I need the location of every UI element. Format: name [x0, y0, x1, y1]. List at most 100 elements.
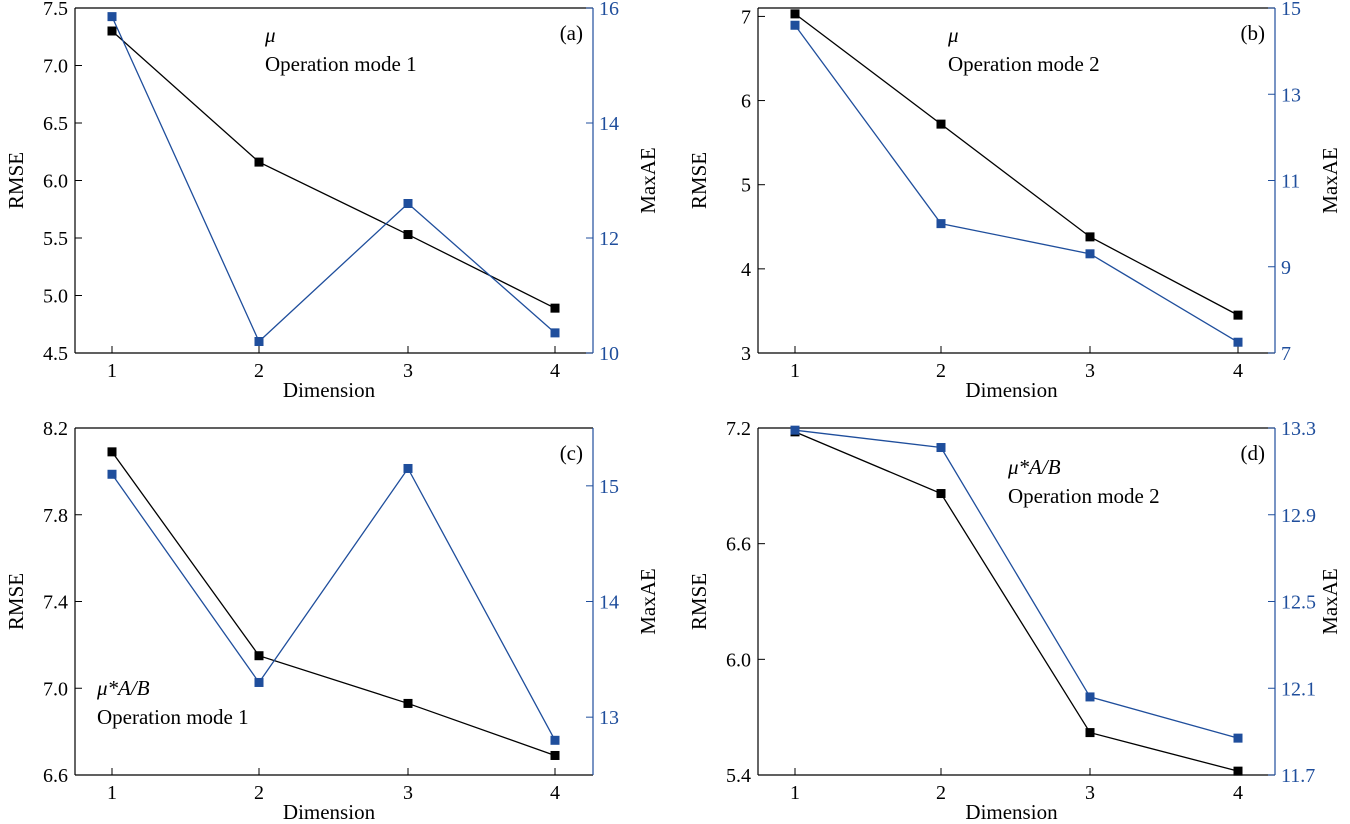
data-point-maxae: [107, 469, 117, 479]
chart-panel-4: 1 2 3 4 5.4 6.0 6.6 7.2 11.7 12.1 12.5 12.9 13.3 Dime…: [687, 418, 1342, 824]
data-point-rmse: [936, 119, 946, 129]
data-point-maxae: [1233, 337, 1243, 347]
x-tick-label: 4: [550, 782, 560, 804]
annotation-text: Operation mode 1: [97, 705, 249, 729]
annotation-symbol: μ*A/B: [96, 676, 150, 700]
panel-label: (d): [1241, 441, 1266, 465]
right-y-tick-label: 16: [599, 0, 619, 20]
left-y-tick-label: 7.4: [43, 592, 68, 614]
x-tick-label: 1: [790, 360, 800, 382]
data-point-maxae: [107, 12, 117, 22]
panel-label: (b): [1241, 21, 1266, 45]
series-line-rmse: [111, 30, 556, 309]
data-point-rmse: [403, 698, 413, 708]
right-y-tick-label: 14: [599, 592, 619, 614]
left-y-tick-label: 5: [741, 175, 751, 197]
left-y-tick-label: 7.2: [726, 418, 751, 440]
annotation-text: Operation mode 2: [1008, 484, 1160, 508]
left-y-tick-label: 5.4: [726, 765, 751, 787]
left-y-axis-title: RMSE: [687, 152, 711, 209]
left-y-tick-label: 8.2: [43, 418, 68, 440]
right-y-tick-label: 12: [599, 228, 619, 250]
data-point-maxae: [1085, 249, 1095, 259]
data-point-maxae: [254, 677, 264, 687]
x-axis-title: Dimension: [965, 378, 1058, 402]
x-tick-label: 4: [1233, 782, 1243, 804]
data-point-maxae: [790, 425, 800, 435]
x-axis-title: Dimension: [283, 378, 376, 402]
chart-panel-1: 1 2 3 44.55.05.56.06.57.07.510121416Dimensi…: [4, 0, 660, 402]
left-y-tick-label: 7.5: [43, 0, 68, 20]
left-y-tick-label: 5.5: [43, 228, 68, 250]
left-y-tick-label: 6: [741, 91, 751, 113]
right-y-tick-label: 9: [1281, 257, 1291, 279]
data-point-maxae: [550, 735, 560, 745]
x-tick-label: 1: [790, 782, 800, 804]
series-line-rmse: [794, 431, 1239, 772]
right-y-tick-label: 15: [1281, 0, 1301, 20]
left-y-axis-title: RMSE: [4, 152, 28, 209]
series-line-rmse: [111, 451, 556, 757]
series-line-maxae: [794, 24, 1239, 343]
data-point-rmse: [254, 157, 264, 167]
x-tick-label: 3: [403, 360, 413, 382]
right-y-tick-label: 12.5: [1281, 592, 1316, 614]
left-y-tick-label: 6.6: [43, 765, 68, 787]
right-y-tick-label: 10: [599, 343, 619, 365]
right-y-tick-label: 11: [1281, 171, 1300, 193]
left-y-tick-label: 7.0: [43, 56, 68, 78]
x-tick-label: 1: [107, 360, 117, 382]
data-point-maxae: [550, 328, 560, 338]
data-point-rmse: [936, 489, 946, 499]
data-point-maxae: [790, 20, 800, 30]
data-point-rmse: [790, 9, 800, 19]
right-y-axis-title: MaxAE: [636, 568, 660, 635]
left-y-tick-label: 6.6: [726, 534, 751, 556]
left-y-tick-label: 6.0: [726, 649, 751, 671]
x-tick-label: 4: [1233, 360, 1243, 382]
left-y-tick-label: 7.0: [43, 678, 68, 700]
data-point-maxae: [1085, 692, 1095, 702]
right-y-tick-label: 13.3: [1281, 418, 1316, 440]
left-y-tick-label: 4: [741, 259, 751, 281]
x-tick-label: 3: [1085, 782, 1095, 804]
data-point-rmse: [107, 26, 117, 36]
left-y-tick-label: 4.5: [43, 343, 68, 365]
series-line-maxae: [111, 467, 556, 741]
right-y-tick-label: 11.7: [1281, 765, 1315, 787]
right-y-tick-label: 12.9: [1281, 505, 1316, 527]
data-point-rmse: [254, 651, 264, 661]
left-y-tick-label: 3: [741, 343, 751, 365]
left-y-tick-label: 6.0: [43, 171, 68, 193]
x-tick-label: 3: [403, 782, 413, 804]
x-tick-label: 2: [254, 782, 264, 804]
left-y-tick-label: 5.0: [43, 286, 68, 308]
x-tick-label: 3: [1085, 360, 1095, 382]
panel-label: (c): [560, 441, 583, 465]
data-point-maxae: [254, 337, 264, 346]
chart-panel-3: 1 2 3 4 6.6 7.0 7.4 7.8 8.2 13 14 15 Dimension RMSE Ma…: [4, 418, 660, 824]
right-y-axis-title: MaxAE: [636, 147, 660, 214]
data-point-rmse: [550, 750, 560, 760]
panel-label: (a): [560, 21, 583, 45]
x-tick-label: 2: [936, 360, 946, 382]
data-point-rmse: [1085, 728, 1095, 738]
annotation-symbol: μ*A/B: [1007, 455, 1061, 479]
right-y-axis-title: MaxAE: [1318, 568, 1342, 635]
series-line-maxae: [111, 16, 556, 343]
x-axis-title: Dimension: [965, 800, 1058, 824]
x-tick-label: 4: [550, 360, 560, 382]
right-y-tick-label: 13: [1281, 84, 1301, 106]
data-point-maxae: [403, 463, 413, 473]
left-y-tick-label: 6.5: [43, 113, 68, 135]
left-y-tick-label: 7: [741, 6, 751, 28]
data-point-rmse: [1233, 310, 1243, 320]
data-point-rmse: [403, 230, 413, 240]
data-point-maxae: [936, 443, 946, 453]
right-y-tick-label: 14: [599, 113, 619, 135]
left-y-axis-title: RMSE: [687, 573, 711, 630]
right-y-tick-label: 15: [599, 476, 619, 498]
annotation-text: Operation mode 2: [948, 52, 1100, 76]
annotation-text: Operation mode 1: [265, 52, 417, 76]
